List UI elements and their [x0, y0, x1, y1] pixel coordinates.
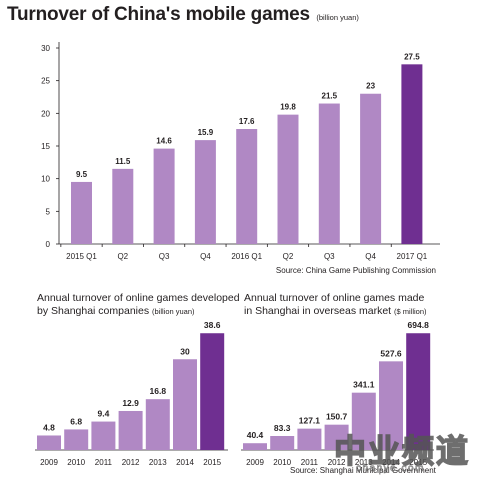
left-chart-title-line2: by Shanghai companies [37, 305, 150, 317]
left-chart-x-tick-label: 2009 [40, 458, 58, 467]
right-chart-data-label: 341.1 [353, 380, 375, 390]
main-chart-bar [318, 103, 340, 245]
right-chart-x-tick-label: 2015 [409, 458, 427, 467]
main-chart-data-label: 27.5 [404, 52, 420, 61]
main-chart-unit: (billion yuan) [316, 13, 359, 22]
right-chart-x-tick-label: 2011 [301, 458, 319, 467]
shanghai-companies-bar-chart: 4.8 2009 6.8 2010 9.4 2011 12.9 2012 16.8 2013 30 2… [35, 320, 228, 467]
main-chart-y-tick-label: 30 [41, 44, 50, 53]
main-chart-x-tick-label: Q4 [200, 252, 211, 261]
right-chart-title-line2: in Shanghai in overseas market [244, 305, 392, 317]
main-chart-bar [153, 148, 175, 244]
left-chart-x-tick-label: 2010 [67, 458, 85, 467]
main-chart-bar [71, 181, 92, 244]
main-chart-x-tick-label: Q2 [117, 252, 128, 261]
main-chart-x-tick-label: 2016 Q1 [231, 252, 262, 261]
right-chart-title: Annual turnover of online games made in … [244, 292, 427, 318]
main-chart-source: Source: China Game Publishing Commission [275, 266, 436, 275]
right-chart-x-tick-label: 2014 [382, 458, 400, 467]
right-chart-data-label: 694.8 [408, 320, 430, 330]
left-chart-bar [64, 429, 89, 450]
right-chart-data-label: 40.4 [247, 430, 264, 440]
main-bar-chart: 0 5 10 15 20 25 30 9.5 2015 Q1 11.5 Q2 14.6 Q3 15.9 Q4… [41, 42, 440, 261]
main-chart-x-tick-label: Q3 [159, 252, 170, 261]
main-chart-bar [401, 64, 423, 244]
right-chart-unit: ($ million) [394, 307, 427, 316]
shanghai-overseas-bar-chart: 40.4 2009 83.3 2010 127.1 2011 150.7 2012 341.1 2… [241, 320, 434, 467]
left-chart-bar [37, 435, 61, 450]
right-chart-data-label: 150.7 [326, 412, 348, 422]
left-chart-data-label: 38.6 [204, 320, 221, 330]
left-chart-bar [200, 333, 225, 450]
main-chart-y-tick-label: 25 [41, 77, 50, 86]
main-chart-data-label: 9.5 [76, 170, 88, 179]
left-chart-data-label: 16.8 [150, 386, 167, 396]
right-chart-bar [406, 333, 431, 450]
main-chart-x-tick-label: Q2 [283, 252, 294, 261]
main-chart-bar [236, 129, 258, 244]
left-chart-title: Annual turnover of online games develope… [37, 292, 240, 318]
right-chart-bar [270, 436, 295, 450]
left-chart-bar [118, 410, 143, 450]
main-chart-x-tick-label: Q3 [324, 252, 335, 261]
main-chart-y-tick-label: 20 [41, 109, 50, 118]
main-chart-data-label: 17.6 [239, 117, 255, 126]
right-chart-x-tick-label: 2010 [273, 458, 291, 467]
left-chart-data-label: 12.9 [122, 398, 139, 408]
left-chart-x-tick-label: 2014 [176, 458, 194, 467]
right-chart-data-label: 127.1 [299, 416, 321, 426]
left-chart-data-label: 9.4 [97, 409, 109, 419]
right-chart-bar [324, 424, 349, 450]
main-chart-y-tick-label: 0 [46, 240, 51, 249]
main-chart-bar [277, 114, 299, 244]
main-chart-bar [194, 140, 216, 244]
main-chart-x-tick-label: 2017 Q1 [397, 252, 428, 261]
left-chart-bar [91, 421, 116, 450]
main-chart-data-label: 11.5 [115, 157, 131, 166]
left-chart-x-tick-label: 2015 [203, 458, 221, 467]
right-chart-title-line1: Annual turnover of online games made [244, 292, 425, 304]
right-chart-bar [243, 443, 267, 450]
right-chart-x-tick-label: 2012 [328, 458, 346, 467]
left-chart-x-tick-label: 2012 [122, 458, 140, 467]
right-chart-bar [379, 361, 403, 450]
right-chart-bar [351, 392, 376, 450]
main-chart-title-block: Turnover of China's mobile games (billio… [7, 4, 359, 26]
main-chart-bar [360, 93, 382, 244]
left-chart-data-label: 6.8 [70, 416, 82, 426]
main-chart-data-label: 21.5 [322, 92, 338, 101]
left-chart-x-tick-label: 2011 [95, 458, 113, 467]
main-chart-title: Turnover of China's mobile games [7, 4, 310, 25]
left-chart-x-tick-label: 2013 [149, 458, 167, 467]
main-chart-x-tick-label: 2015 Q1 [66, 252, 97, 261]
right-chart-x-tick-label: 2009 [246, 458, 264, 467]
main-chart-data-label: 19.8 [280, 103, 296, 112]
main-chart-y-tick-label: 15 [41, 142, 50, 151]
main-chart-y-tick-label: 10 [41, 175, 50, 184]
right-chart-bar [297, 428, 322, 450]
left-chart-data-label: 4.8 [43, 422, 55, 432]
main-chart-data-label: 15.9 [198, 128, 214, 137]
left-chart-bar [173, 359, 197, 450]
right-chart-data-label: 83.3 [274, 423, 291, 433]
main-chart-data-label: 14.6 [156, 137, 172, 146]
left-chart-bar [145, 399, 170, 450]
main-chart-bar [112, 168, 134, 244]
left-chart-title-line1: Annual turnover of online games develope… [37, 292, 240, 304]
left-chart-unit: (billion yuan) [152, 307, 195, 316]
main-chart-y-tick-label: 5 [46, 207, 51, 216]
main-chart-x-tick-label: Q4 [365, 252, 376, 261]
main-chart-data-label: 23 [366, 82, 375, 91]
right-chart-source: Source: Shanghai Municipal Government [290, 466, 436, 475]
left-chart-data-label: 30 [180, 346, 190, 356]
right-chart-x-tick-label: 2013 [355, 458, 373, 467]
right-chart-data-label: 527.6 [380, 348, 402, 358]
